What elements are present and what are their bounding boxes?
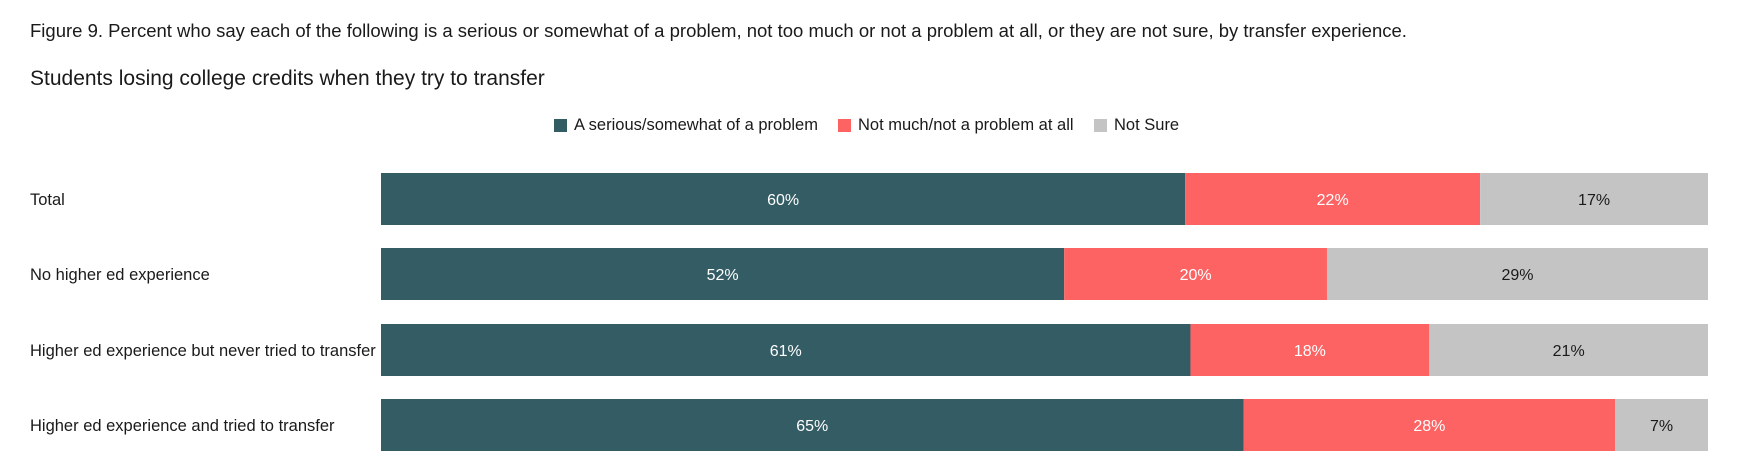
legend-label-serious: A serious/somewhat of a problem	[574, 116, 818, 134]
legend-item-not-much: Not much/not a problem at all	[838, 116, 1074, 135]
legend-swatch-not-sure	[1094, 119, 1107, 132]
bar-segment	[381, 324, 1191, 376]
row-label: No higher ed experience	[30, 266, 210, 284]
row-label: Total	[30, 191, 65, 209]
chart-title: Students losing college credits when the…	[30, 67, 545, 90]
legend-swatch-serious	[554, 119, 567, 132]
legend-item-not-sure: Not Sure	[1094, 116, 1179, 135]
bar-value-label: 52%	[707, 267, 739, 284]
bar-value-label: 61%	[770, 343, 802, 360]
bar-segment	[1429, 324, 1708, 376]
bar-value-label: 18%	[1294, 343, 1326, 360]
legend-item-serious: A serious/somewhat of a problem	[554, 116, 818, 135]
chart-legend: A serious/somewhat of a problem Not much…	[0, 116, 1752, 136]
bar-value-label: 17%	[1578, 192, 1610, 209]
bar-value-label: 60%	[767, 192, 799, 209]
bar-value-label: 7%	[1650, 418, 1673, 435]
bar-segment	[1480, 173, 1708, 225]
bar-segment	[1326, 248, 1708, 300]
bar-segment	[381, 248, 1065, 300]
bar-segment	[1185, 173, 1481, 225]
legend-label-not-much: Not much/not a problem at all	[858, 116, 1074, 134]
bar-value-label: 21%	[1553, 343, 1585, 360]
bar-segment	[1615, 399, 1708, 451]
bar-segment	[1190, 324, 1430, 376]
bar-value-label: 20%	[1180, 267, 1212, 284]
bar-value-label: 28%	[1413, 418, 1445, 435]
bar-segment	[381, 399, 1244, 451]
figure-caption: Figure 9. Percent who say each of the fo…	[30, 19, 1407, 43]
row-label: Higher ed experience but never tried to …	[30, 342, 376, 360]
legend-label-not-sure: Not Sure	[1114, 116, 1180, 134]
bar-value-label: 29%	[1501, 267, 1533, 284]
legend-swatch-not-much	[838, 119, 851, 132]
bar-segment	[1064, 248, 1327, 300]
bar-segment	[381, 173, 1186, 225]
bar-segment	[1243, 399, 1616, 451]
figure-label: Figure 9	[30, 20, 98, 41]
row-label: Higher ed experience and tried to transf…	[30, 417, 335, 435]
caption-text: . Percent who say each of the following …	[97, 20, 1407, 41]
bar-value-label: 65%	[796, 418, 828, 435]
bar-value-label: 22%	[1317, 192, 1349, 209]
